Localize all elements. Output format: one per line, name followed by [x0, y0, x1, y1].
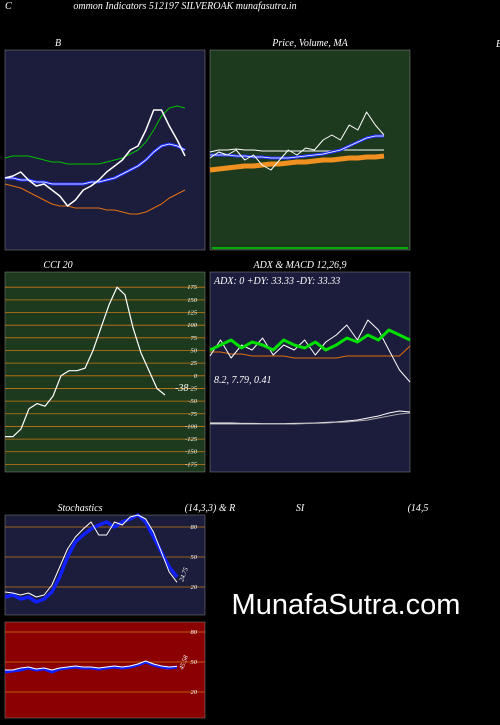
y-tick-label: 125: [187, 310, 198, 317]
y-tick-label: -50: [188, 398, 197, 405]
y-tick-label: 150: [187, 297, 198, 304]
series-line: [209, 148, 384, 153]
series-line: [4, 183, 186, 215]
y-tick-label: 50: [191, 659, 198, 666]
series-line: [5, 286, 166, 438]
y-tick-label: 75: [191, 335, 198, 342]
value-label: 45.58: [178, 654, 190, 671]
y-tick-label: 20: [191, 584, 198, 591]
series-line-inner: [210, 135, 384, 159]
series-line: [5, 660, 178, 671]
series-line: [4, 513, 179, 604]
value-label: 24.75: [178, 566, 190, 583]
series-line: [209, 153, 385, 173]
y-tick-label: 100: [187, 322, 198, 329]
panel: [4, 514, 206, 616]
y-tick-label: -25: [188, 385, 197, 392]
header-left: C: [5, 1, 12, 12]
panel-title: SI: [296, 503, 305, 514]
y-tick-label: -150: [185, 449, 198, 456]
value-label: -38: [175, 383, 188, 394]
y-tick-label: -125: [185, 436, 198, 443]
panel: [4, 49, 206, 251]
panel: [209, 271, 411, 473]
series-line: [210, 345, 411, 359]
y-tick-label: 50: [191, 554, 198, 561]
panel-subtitle: (14,5: [408, 503, 429, 514]
panel-title: Price, Volume, MA: [271, 38, 348, 49]
series-line: [4, 660, 178, 674]
watermark: MunafaSutra.com: [232, 589, 461, 621]
y-tick-label: -175: [185, 461, 198, 468]
series-line: [4, 105, 186, 165]
panel-title: CCI 20: [43, 260, 72, 271]
panel-annotation: 8.2, 7.79, 0.41: [214, 375, 272, 386]
y-tick-label: 175: [187, 284, 198, 291]
panel-title: Stochastics: [58, 503, 103, 514]
series-line: [4, 514, 178, 598]
series-line: [210, 412, 411, 425]
y-tick-label: 0: [194, 373, 198, 380]
header-title: ommon Indicators 512197 SILVEROAK munafa…: [73, 1, 296, 12]
panel-title: ADX & MACD 12,26,9: [252, 260, 346, 271]
y-tick-label: 20: [191, 689, 198, 696]
panel-subtitle: (14,3,3) & R: [185, 503, 236, 514]
series-line-inner: [5, 143, 186, 185]
panel-title: B: [55, 38, 61, 49]
header-right: E: [495, 39, 500, 50]
y-tick-label: -75: [188, 411, 197, 418]
series-line: [209, 328, 411, 352]
series-line: [209, 111, 385, 171]
panel-annotation: ADX: 0 +DY: 33.33 -DY: 33.33: [213, 276, 340, 287]
series-line: [4, 109, 186, 207]
y-tick-label: 80: [191, 629, 198, 636]
panel: [4, 271, 206, 473]
y-tick-label: 80: [191, 524, 198, 531]
y-tick-label: 50: [191, 347, 198, 354]
y-tick-label: -100: [185, 423, 198, 430]
y-tick-label: 25: [191, 360, 198, 367]
